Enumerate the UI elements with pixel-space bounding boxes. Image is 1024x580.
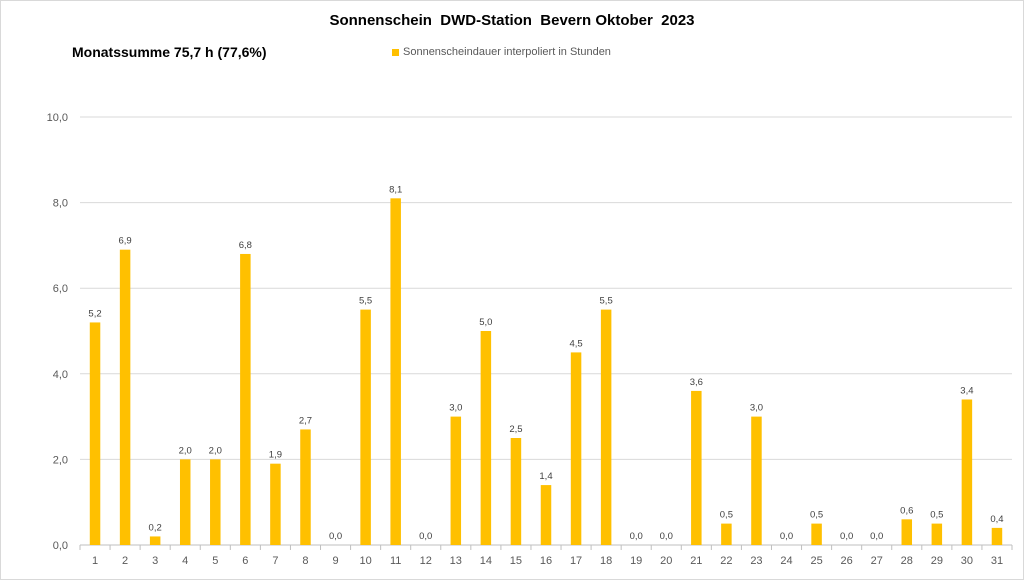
data-label: 1,4 [539, 471, 552, 482]
x-tick-label: 4 [182, 555, 188, 567]
y-tick-label: 10,0 [47, 112, 68, 124]
bar [480, 331, 492, 545]
x-tick-label: 18 [600, 555, 612, 567]
data-label: 0,5 [810, 510, 823, 521]
bar [149, 536, 161, 545]
y-tick-label: 4,0 [53, 369, 68, 381]
data-label: 3,6 [690, 377, 703, 388]
x-tick-label: 21 [690, 555, 702, 567]
bar [600, 309, 612, 545]
x-tick-label: 15 [510, 555, 522, 567]
x-tick-label: 19 [630, 555, 642, 567]
data-label: 0,5 [720, 510, 733, 521]
data-label: 3,0 [750, 403, 763, 414]
data-label: 5,5 [359, 296, 372, 307]
x-tick-label: 30 [961, 555, 973, 567]
legend-swatch [392, 48, 399, 56]
x-tick-label: 14 [480, 555, 492, 567]
data-label: 3,4 [960, 385, 973, 396]
x-tick-label: 11 [390, 555, 401, 567]
bar [570, 352, 582, 545]
data-label: 6,9 [118, 236, 131, 247]
data-label: 5,2 [88, 308, 101, 319]
x-tick-label: 17 [570, 555, 582, 567]
bar [510, 438, 522, 545]
data-label: 0,0 [660, 531, 673, 542]
x-tick-label: 6 [242, 555, 248, 567]
data-label: 0,6 [900, 505, 913, 516]
data-label: 4,5 [569, 338, 582, 349]
bar [240, 253, 251, 545]
x-tick-label: 22 [720, 555, 732, 567]
bar [721, 523, 732, 545]
data-label: 5,0 [479, 317, 492, 328]
legend-label: Sonnenscheindauer interpoliert in Stunde… [403, 46, 611, 58]
data-label: 0,0 [780, 531, 793, 542]
data-label: 0,0 [419, 531, 432, 542]
x-tick-label: 1 [92, 555, 98, 567]
data-label: 0,5 [930, 510, 943, 521]
x-tick-label: 26 [841, 555, 853, 567]
x-tick-label: 5 [212, 555, 218, 567]
y-tick-label: 0,0 [53, 540, 68, 552]
bar [991, 527, 1003, 545]
bar [751, 416, 762, 545]
x-tick-label: 13 [450, 555, 462, 567]
chart-title: Sonnenschein DWD-Station Bevern Oktober … [329, 12, 695, 29]
bar [89, 322, 101, 545]
x-tick-label: 7 [272, 555, 278, 567]
data-label: 6,8 [239, 240, 252, 251]
x-tick-label: 12 [420, 555, 432, 567]
data-label: 0,0 [840, 531, 853, 542]
data-label: 0,4 [990, 514, 1003, 525]
bar [360, 309, 371, 545]
data-label: 3,0 [449, 403, 462, 414]
x-tick-label: 16 [540, 555, 552, 567]
bar [210, 459, 221, 545]
x-tick-label: 27 [871, 555, 883, 567]
data-label: 5,5 [600, 296, 613, 307]
data-label: 8,1 [389, 184, 402, 195]
y-tick-label: 8,0 [53, 198, 68, 210]
legend: Sonnenscheindauer interpoliert in Stunde… [392, 46, 611, 58]
x-tick-label: 9 [332, 555, 338, 567]
data-label: 0,0 [329, 531, 342, 542]
y-tick-label: 2,0 [53, 454, 68, 466]
chart-subtitle: Monatssumme 75,7 h (77,6%) [72, 44, 267, 60]
bar [931, 523, 943, 545]
bar [390, 198, 401, 545]
bar [811, 523, 822, 545]
x-tick-label: 29 [931, 555, 943, 567]
x-tick-label: 23 [750, 555, 762, 567]
bar [450, 416, 462, 545]
data-label: 2,5 [509, 424, 522, 435]
x-tick-label: 25 [810, 555, 822, 567]
data-label: 2,0 [179, 445, 192, 456]
bar [691, 390, 702, 545]
x-tick-label: 28 [901, 555, 913, 567]
x-tick-label: 20 [660, 555, 672, 567]
bar [540, 485, 552, 545]
x-tick-label: 31 [991, 555, 1003, 567]
x-tick-label: 8 [302, 555, 308, 567]
x-tick-label: 2 [122, 555, 128, 567]
bar [270, 463, 281, 545]
data-label: 0,2 [149, 522, 162, 533]
data-label: 0,0 [630, 531, 643, 542]
bar [961, 399, 973, 545]
data-label: 1,9 [269, 450, 282, 461]
data-label: 2,0 [209, 445, 222, 456]
bar [901, 519, 913, 545]
y-tick-label: 6,0 [53, 283, 68, 295]
x-tick-label: 10 [359, 555, 371, 567]
x-tick-label: 3 [152, 555, 158, 567]
data-label: 0,0 [870, 531, 883, 542]
x-tick-label: 24 [780, 555, 792, 567]
bar [179, 459, 191, 545]
bar [300, 429, 311, 545]
data-label: 2,7 [299, 415, 312, 426]
bar [119, 249, 131, 545]
